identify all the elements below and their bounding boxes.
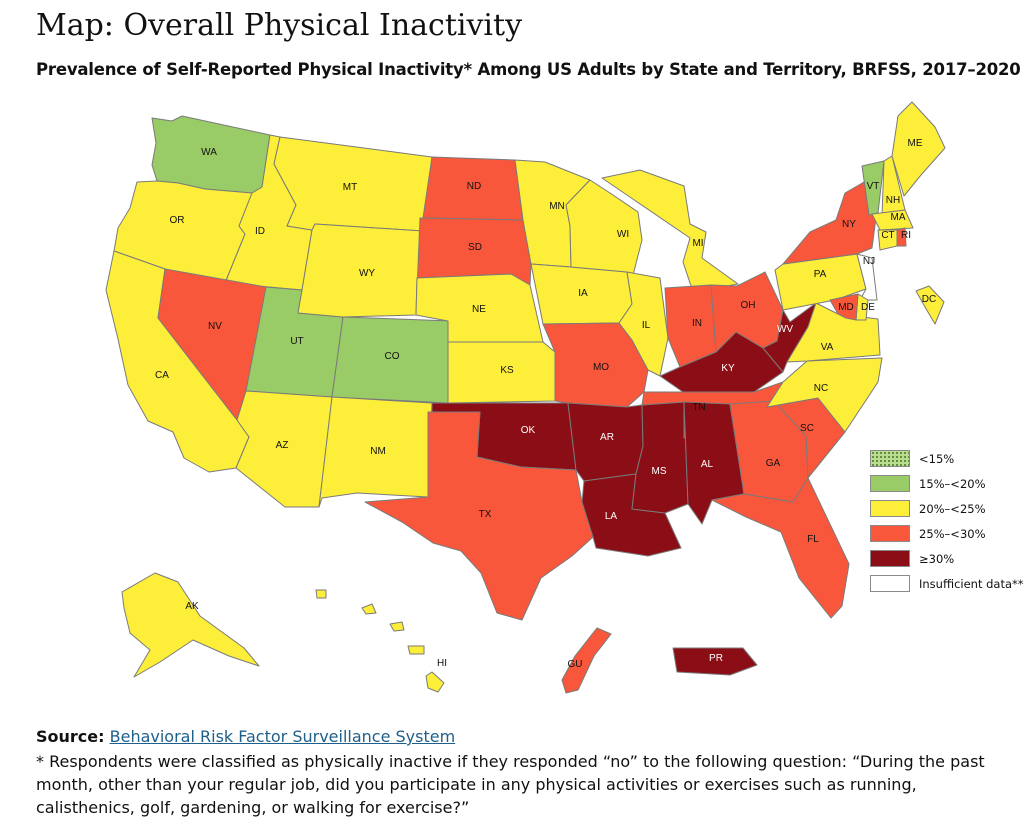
legend-item-c15_20: 15%–<20% (870, 475, 1030, 495)
state-label-il: IL (642, 320, 651, 331)
legend-swatch-c20_25 (870, 500, 910, 517)
source-line: Source: Behavioral Risk Factor Surveilla… (36, 727, 455, 746)
us-choropleth-map: WA OR CA ID NV UT AZ MT WY CO NM ND SD NE KS OK TX MN IA MO… (105, 101, 946, 694)
state-label-ri: RI (901, 230, 911, 241)
state-il (618, 271, 669, 377)
legend-item-insufficient: Insufficient data** (870, 575, 1030, 595)
state-label-tn: TN (692, 402, 705, 413)
state-md (829, 293, 859, 321)
legend-item-c25_30: 25%–<30% (870, 525, 1030, 545)
state-label-ms: MS (652, 466, 667, 477)
state-tx (364, 411, 594, 621)
state-ri (896, 227, 907, 247)
state-label-tx: TX (479, 509, 492, 520)
state-label-wy: WY (359, 268, 375, 279)
state-label-la: LA (605, 511, 618, 522)
state-label-mn: MN (549, 201, 565, 212)
state-label-wv: WV (777, 324, 793, 335)
legend-label-c20_25: 20%–<25% (919, 502, 986, 516)
state-label-ok: OK (521, 425, 536, 436)
state-label-sd: SD (468, 242, 482, 253)
state-label-in: IN (692, 318, 702, 329)
state-ak (121, 572, 260, 678)
state-label-ma: MA (891, 212, 906, 223)
legend-swatch-insufficient (870, 575, 910, 592)
legend-swatch-c15_20 (870, 475, 910, 492)
legend-swatch-ge30 (870, 550, 910, 567)
state-label-ks: KS (500, 365, 514, 376)
legend-item-ge30: ≥30% (870, 550, 1030, 570)
state-label-nm: NM (370, 446, 386, 457)
state-label-mi: MI (692, 238, 703, 249)
legend-label-c15_20: 15%–<20% (919, 477, 986, 491)
state-dc (915, 285, 945, 325)
state-label-nd: ND (467, 181, 481, 192)
source-link[interactable]: Behavioral Risk Factor Surveillance Syst… (109, 727, 456, 746)
state-label-ak: AK (185, 601, 199, 612)
state-label-ne: NE (472, 304, 486, 315)
state-label-oh: OH (741, 300, 756, 311)
state-label-pr: PR (709, 653, 723, 664)
legend-swatch-lt15 (870, 450, 910, 467)
state-nc (766, 357, 883, 433)
state-label-pa: PA (814, 269, 827, 280)
state-label-nv: NV (208, 321, 222, 332)
legend-swatch-c25_30 (870, 525, 910, 542)
state-label-ct: CT (881, 230, 894, 241)
state-label-ar: AR (600, 432, 614, 443)
state-label-ny: NY (842, 219, 856, 230)
state-label-az: AZ (276, 440, 289, 451)
state-fl (711, 477, 850, 619)
map-subtitle: Prevalence of Self-Reported Physical Ina… (36, 60, 1021, 79)
state-label-ia: IA (578, 288, 588, 299)
legend-label-ge30: ≥30% (919, 552, 955, 566)
state-label-ut: UT (290, 336, 303, 347)
state-pr (672, 647, 758, 676)
state-label-ca: CA (155, 370, 169, 381)
state-label-sc: SC (800, 423, 814, 434)
state-label-wi: WI (617, 229, 629, 240)
state-label-hi: HI (437, 658, 447, 669)
state-ny (782, 177, 878, 265)
state-ma (871, 209, 914, 231)
state-label-ga: GA (766, 458, 781, 469)
state-label-nj: NJ (863, 256, 875, 267)
state-label-mt: MT (343, 182, 357, 193)
legend-label-insufficient: Insufficient data** (919, 577, 1024, 591)
state-label-wa: WA (201, 147, 217, 158)
legend-item-c20_25: 20%–<25% (870, 500, 1030, 520)
state-label-nh: NH (886, 195, 900, 206)
state-label-mo: MO (593, 362, 609, 373)
state-label-de: DE (861, 302, 875, 313)
state-label-nc: NC (814, 383, 828, 394)
state-hi (315, 589, 445, 693)
footnote: * Respondents were classified as physica… (36, 752, 985, 817)
legend-item-lt15: <15% (870, 450, 1030, 470)
source-label: Source: (36, 727, 105, 746)
state-label-co: CO (385, 351, 400, 362)
state-me (891, 101, 946, 197)
state-label-me: ME (908, 138, 923, 149)
state-label-vt: VT (867, 181, 880, 192)
state-mi (601, 169, 739, 293)
state-label-or: OR (170, 215, 185, 226)
legend-label-c25_30: 25%–<30% (919, 527, 986, 541)
page-title: Map: Overall Physical Inactivity (36, 8, 523, 43)
state-label-dc: DC (922, 294, 936, 305)
state-label-gu: GU (568, 659, 583, 670)
state-label-ky: KY (721, 363, 735, 374)
state-label-fl: FL (807, 534, 819, 545)
state-label-md: MD (838, 302, 854, 313)
state-gu (561, 627, 612, 694)
legend-label-lt15: <15% (919, 452, 955, 466)
state-label-va: VA (821, 342, 834, 353)
state-label-id: ID (255, 226, 265, 237)
state-label-al: AL (701, 459, 714, 470)
